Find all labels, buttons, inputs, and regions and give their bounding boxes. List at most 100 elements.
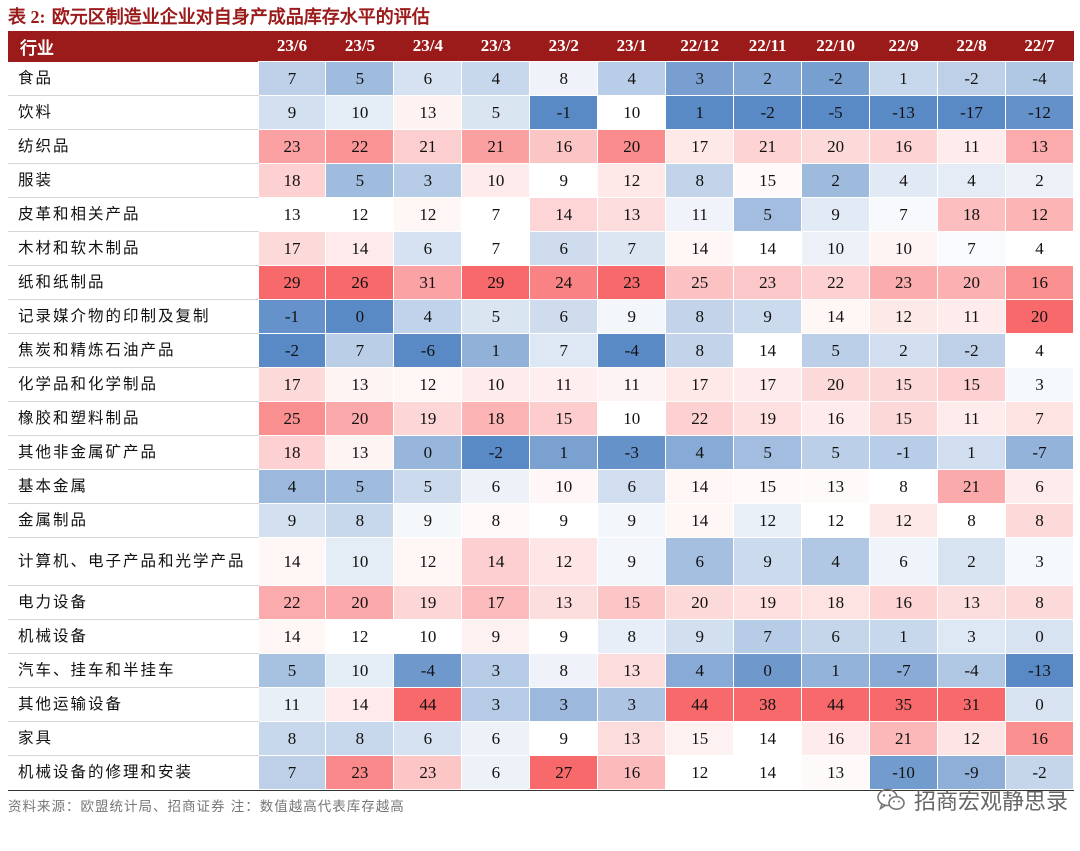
heat-cell: 6 xyxy=(393,61,463,96)
heat-cell: -13 xyxy=(1004,653,1075,688)
row-industry-name: 纺织品 xyxy=(8,129,258,164)
table-row: 纸和纸制品 29 26 31 29 24 23 25 23 22 23 20 16 xyxy=(8,265,1075,300)
table-row: 服装 18 5 3 10 9 12 8 15 2 4 4 2 xyxy=(8,163,1075,198)
heat-cell: 23 xyxy=(325,755,395,790)
heat-cell: 18 xyxy=(937,197,1006,232)
watermark-text: 招商宏观静思录 xyxy=(913,790,1068,815)
heat-cell: 25 xyxy=(665,265,735,300)
heat-cell: 7 xyxy=(869,197,939,232)
heat-cell: 3 xyxy=(461,653,531,688)
heat-cell: 7 xyxy=(529,333,599,368)
heat-cell: 6 xyxy=(393,231,463,266)
heat-cell: 12 xyxy=(733,503,803,538)
table-row: 基本金属 4 5 5 6 10 6 14 15 13 8 21 6 xyxy=(8,469,1075,504)
heat-cell: 1 xyxy=(937,435,1006,470)
header-col-22-7: 22/7 xyxy=(1005,31,1074,62)
heat-cell: 5 xyxy=(733,197,803,232)
heat-cell: 38 xyxy=(733,687,803,722)
heat-cell: 0 xyxy=(733,653,803,688)
heat-cell: 10 xyxy=(529,469,599,504)
heat-cell: 20 xyxy=(801,129,871,164)
heat-cell: -4 xyxy=(937,653,1006,688)
heat-cell: 9 xyxy=(801,197,871,232)
table-row: 记录媒介物的印制及复制 -1 0 4 5 6 9 8 9 14 12 11 20 xyxy=(8,299,1075,334)
heat-cell: 8 xyxy=(461,503,531,538)
row-industry-name: 其他运输设备 xyxy=(8,687,258,722)
heat-cell: 5 xyxy=(461,95,531,130)
header-col-23-1: 23/1 xyxy=(597,31,666,62)
row-industry-name: 电力设备 xyxy=(8,585,258,620)
heat-cell: 3 xyxy=(1004,537,1075,586)
heat-cell: 0 xyxy=(325,299,395,334)
heat-cell: 5 xyxy=(325,61,395,96)
row-industry-name: 服装 xyxy=(8,163,258,198)
table-row: 电力设备 22 20 19 17 13 15 20 19 18 16 13 8 xyxy=(8,585,1075,620)
row-industry-name: 食品 xyxy=(8,61,258,96)
heat-cell: 6 xyxy=(529,231,599,266)
heat-cell: 6 xyxy=(461,755,531,790)
heat-cell: 14 xyxy=(733,721,803,756)
heat-cell: 17 xyxy=(665,367,735,402)
heat-cell: 14 xyxy=(325,687,395,722)
heat-cell: 1 xyxy=(869,61,939,96)
heat-cell: 15 xyxy=(869,367,939,402)
row-industry-name: 计算机、电子产品和光学产品 xyxy=(8,537,258,586)
table-row: 食品 7 5 6 4 8 4 3 2 -2 1 -2 -4 xyxy=(8,61,1075,96)
heat-cell: -2 xyxy=(937,333,1006,368)
heat-cell: 19 xyxy=(393,401,463,436)
table-row: 其他非金属矿产品 18 13 0 -2 1 -3 4 5 5 -1 1 -7 xyxy=(8,435,1075,470)
heat-cell: 22 xyxy=(257,585,327,620)
heat-cell: -4 xyxy=(393,653,463,688)
heat-cell: 9 xyxy=(529,619,599,654)
heat-cell: 7 xyxy=(325,333,395,368)
heat-cell: 15 xyxy=(733,469,803,504)
heat-cell: 21 xyxy=(461,129,531,164)
table-row: 机械设备的修理和安装 7 23 23 6 27 16 12 14 13 -10 -9 -2 xyxy=(8,755,1075,790)
heat-cell: 16 xyxy=(597,755,667,790)
heat-cell: 8 xyxy=(597,619,667,654)
table-row: 汽车、挂车和半挂车 5 10 -4 3 8 13 4 0 1 -7 -4 -13 xyxy=(8,653,1075,688)
heat-cell: 17 xyxy=(461,585,531,620)
heat-cell: 20 xyxy=(1004,299,1075,334)
heat-cell: 13 xyxy=(801,469,871,504)
heat-cell: 9 xyxy=(733,299,803,334)
row-industry-name: 汽车、挂车和半挂车 xyxy=(8,653,258,688)
heat-cell: 7 xyxy=(1004,401,1075,436)
heat-cell: 7 xyxy=(461,231,531,266)
header-col-22-11: 22/11 xyxy=(733,31,802,62)
header-col-23-5: 23/5 xyxy=(325,31,394,62)
table-row: 饮料 9 10 13 5 -1 10 1 -2 -5 -13 -17 -12 xyxy=(8,95,1075,130)
heat-cell: 2 xyxy=(937,537,1006,586)
inventory-heatmap-table: 行业 23/6 23/5 23/4 23/3 23/2 23/1 22/12 22/11 22/… xyxy=(8,31,1075,790)
heat-cell: 21 xyxy=(937,469,1006,504)
heat-cell: 9 xyxy=(529,163,599,198)
heat-cell: 17 xyxy=(733,367,803,402)
heat-cell: 29 xyxy=(257,265,327,300)
heat-cell: 3 xyxy=(665,61,735,96)
heat-cell: 8 xyxy=(529,653,599,688)
heat-cell: 1 xyxy=(801,653,871,688)
heat-cell: 6 xyxy=(869,537,939,586)
heat-cell: 16 xyxy=(801,401,871,436)
header-col-22-8: 22/8 xyxy=(937,31,1006,62)
heat-cell: -2 xyxy=(733,95,803,130)
table-row: 橡胶和塑料制品 25 20 19 18 15 10 22 19 16 15 11 7 xyxy=(8,401,1075,436)
heat-cell: 3 xyxy=(529,687,599,722)
heat-cell: 12 xyxy=(801,503,871,538)
heat-cell: 44 xyxy=(393,687,463,722)
heat-cell: 11 xyxy=(665,197,735,232)
heat-cell: 12 xyxy=(665,755,735,790)
heat-cell: 4 xyxy=(665,435,735,470)
heat-cell: 6 xyxy=(665,537,735,586)
heat-cell: 10 xyxy=(325,537,395,586)
heat-cell: 3 xyxy=(937,619,1006,654)
heat-cell: 12 xyxy=(393,367,463,402)
header-col-23-3: 23/3 xyxy=(461,31,530,62)
heat-cell: 6 xyxy=(461,721,531,756)
heat-cell: 23 xyxy=(393,755,463,790)
heat-cell: 20 xyxy=(937,265,1006,300)
heat-cell: -2 xyxy=(937,61,1006,96)
table-row: 纺织品 23 22 21 21 16 20 17 21 20 16 11 13 xyxy=(8,129,1075,164)
heat-cell: 11 xyxy=(529,367,599,402)
table-title: 表 2: 欧元区制造业企业对自身产成品库存水平的评估 xyxy=(8,4,430,30)
